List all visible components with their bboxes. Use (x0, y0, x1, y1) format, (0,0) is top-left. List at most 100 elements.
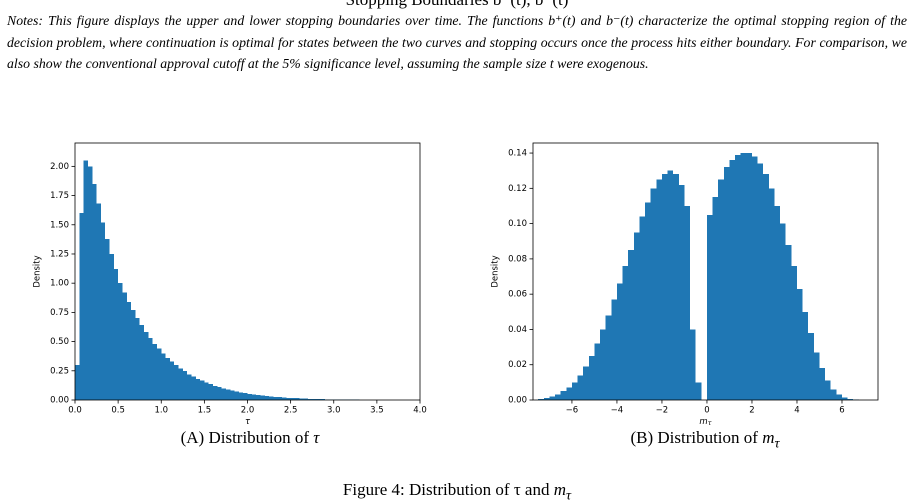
histogram-bar (696, 382, 702, 400)
histogram-bar (707, 215, 713, 400)
subcaption-label: (B) (630, 428, 653, 447)
x-tick-label: 3.5 (370, 406, 384, 416)
figure-caption-text: Figure 4: Distribution of τ and (343, 480, 554, 499)
histogram-bar (617, 284, 623, 400)
histogram-bar (110, 254, 114, 400)
histogram-bar (589, 356, 595, 400)
y-tick-label: 0.02 (508, 360, 527, 370)
histogram-bar (144, 332, 148, 400)
histogram-bar (166, 358, 170, 400)
histogram-bar (84, 161, 88, 400)
x-axis-label-main: τ (245, 417, 251, 427)
x-tick-label: 2 (749, 406, 754, 416)
histogram-bar (235, 392, 239, 400)
x-tick-label: 2.5 (284, 406, 298, 416)
x-tick-label: 4.0 (413, 406, 427, 416)
x-axis-label: τ (245, 417, 251, 427)
x-axis-label: mτ (699, 417, 711, 428)
histogram-bar (191, 377, 195, 400)
histogram-bar (668, 171, 674, 400)
histogram-bar (566, 388, 572, 400)
y-tick-label: 0.50 (50, 337, 69, 347)
histogram-bar (248, 394, 252, 400)
histogram-bar (127, 302, 131, 400)
histogram-bar (157, 349, 161, 400)
subcaption-b: (B) Distribution of mτ (505, 428, 905, 452)
histogram-bar (836, 395, 842, 400)
subcaption-a: (A) Distribution of τ (50, 428, 450, 448)
histogram-bar (153, 344, 157, 400)
histogram-bar (611, 299, 617, 400)
histogram-bar (179, 368, 183, 400)
histogram-bar (639, 217, 645, 400)
x-tick-label: 4 (794, 406, 799, 416)
histogram-bar (161, 353, 165, 400)
figure-caption: Figure 4: Distribution of τ and mτ (257, 480, 657, 504)
histogram-bar (256, 395, 260, 400)
y-tick-label: 1.00 (50, 279, 69, 289)
histogram-bar (623, 266, 629, 400)
histogram-bar (135, 318, 139, 400)
x-tick-label: 0.5 (111, 406, 125, 416)
plot-frame (533, 143, 878, 400)
histogram-bar (118, 283, 122, 400)
y-tick-label: 0.25 (50, 366, 69, 376)
x-tick-label: 0.0 (68, 406, 82, 416)
y-tick-label: 0.00 (508, 396, 527, 406)
histogram-bar (170, 361, 174, 400)
histogram-bar (673, 174, 679, 400)
histogram-bar (555, 395, 561, 400)
x-tick-label: 0 (704, 406, 709, 416)
histogram-bar (735, 155, 741, 400)
histogram-bar (183, 371, 187, 400)
histogram-bar (786, 245, 792, 400)
histogram-bar (780, 224, 786, 400)
histogram-bar (131, 310, 135, 400)
y-tick-label: 1.50 (50, 220, 69, 230)
histogram-bar (803, 312, 809, 400)
histogram-bar (105, 239, 109, 400)
histogram-bar (222, 388, 226, 400)
histogram-bar (209, 384, 213, 400)
histogram-bar (814, 352, 820, 400)
y-axis-label: Density (491, 255, 501, 287)
histogram-bar (746, 153, 752, 400)
histogram-bar (713, 197, 719, 400)
histogram-bar (724, 167, 730, 400)
figure-caption-var: m (554, 480, 566, 499)
histogram-bar (690, 329, 696, 400)
histogram-bar (217, 387, 221, 400)
figure-caption-sub: τ (566, 487, 571, 503)
histogram-bar (252, 395, 256, 400)
x-tick-label: 6 (839, 406, 844, 416)
histogram-bar (230, 391, 234, 400)
histogram-bar (204, 382, 208, 400)
histogram-bar (239, 392, 243, 400)
histogram-bar (662, 174, 668, 400)
histogram-bar (679, 185, 685, 400)
histogram-bar (79, 213, 83, 400)
histogram-bar (273, 397, 277, 400)
subcaption-var: m (762, 428, 774, 447)
histogram-bar (97, 204, 101, 400)
y-tick-label: 1.25 (50, 249, 69, 259)
histogram-bar (92, 184, 96, 400)
histogram-bar (752, 157, 758, 400)
histogram-bar (684, 206, 690, 400)
histogram-bar (187, 374, 191, 400)
histogram-bar (825, 381, 831, 400)
subcaption-text: Distribution of (657, 428, 762, 447)
histogram-bar (791, 266, 797, 400)
x-axis-label-main: m (699, 417, 707, 427)
subcaption-var: τ (313, 428, 319, 447)
histogram-bar (808, 333, 814, 400)
histogram-bar (651, 188, 657, 400)
histogram-bar (628, 250, 634, 400)
histogram-bar (243, 393, 247, 400)
histogram-bar (774, 206, 780, 400)
histogram-bar (606, 315, 612, 400)
histogram-bar (196, 379, 200, 400)
histogram-bar (729, 160, 735, 400)
histogram-bar (122, 293, 126, 400)
